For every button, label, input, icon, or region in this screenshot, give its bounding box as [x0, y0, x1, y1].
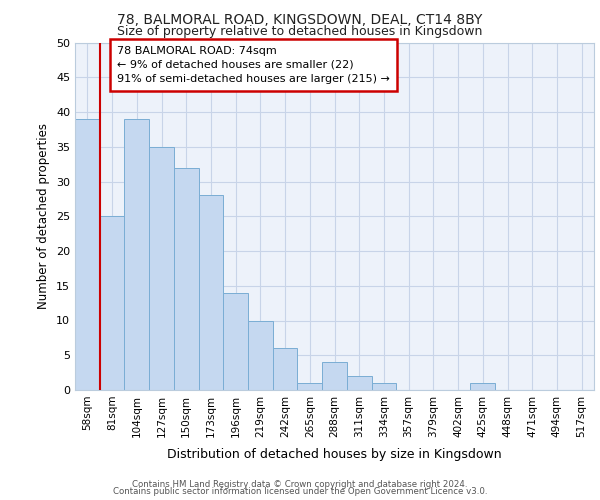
Y-axis label: Number of detached properties: Number of detached properties — [37, 123, 50, 309]
Bar — [248, 320, 273, 390]
Bar — [470, 383, 495, 390]
Bar — [124, 119, 149, 390]
Bar — [273, 348, 298, 390]
Text: Size of property relative to detached houses in Kingsdown: Size of property relative to detached ho… — [118, 25, 482, 38]
Bar — [174, 168, 199, 390]
Bar — [347, 376, 371, 390]
Bar — [322, 362, 347, 390]
Bar — [298, 383, 322, 390]
Bar — [199, 196, 223, 390]
Bar — [75, 119, 100, 390]
Bar — [223, 292, 248, 390]
Text: Contains public sector information licensed under the Open Government Licence v3: Contains public sector information licen… — [113, 487, 487, 496]
X-axis label: Distribution of detached houses by size in Kingsdown: Distribution of detached houses by size … — [167, 448, 502, 461]
Bar — [149, 147, 174, 390]
Text: Contains HM Land Registry data © Crown copyright and database right 2024.: Contains HM Land Registry data © Crown c… — [132, 480, 468, 489]
Text: 78, BALMORAL ROAD, KINGSDOWN, DEAL, CT14 8BY: 78, BALMORAL ROAD, KINGSDOWN, DEAL, CT14… — [118, 12, 482, 26]
Bar — [100, 216, 124, 390]
Text: 78 BALMORAL ROAD: 74sqm
← 9% of detached houses are smaller (22)
91% of semi-det: 78 BALMORAL ROAD: 74sqm ← 9% of detached… — [117, 46, 390, 84]
Bar — [371, 383, 396, 390]
